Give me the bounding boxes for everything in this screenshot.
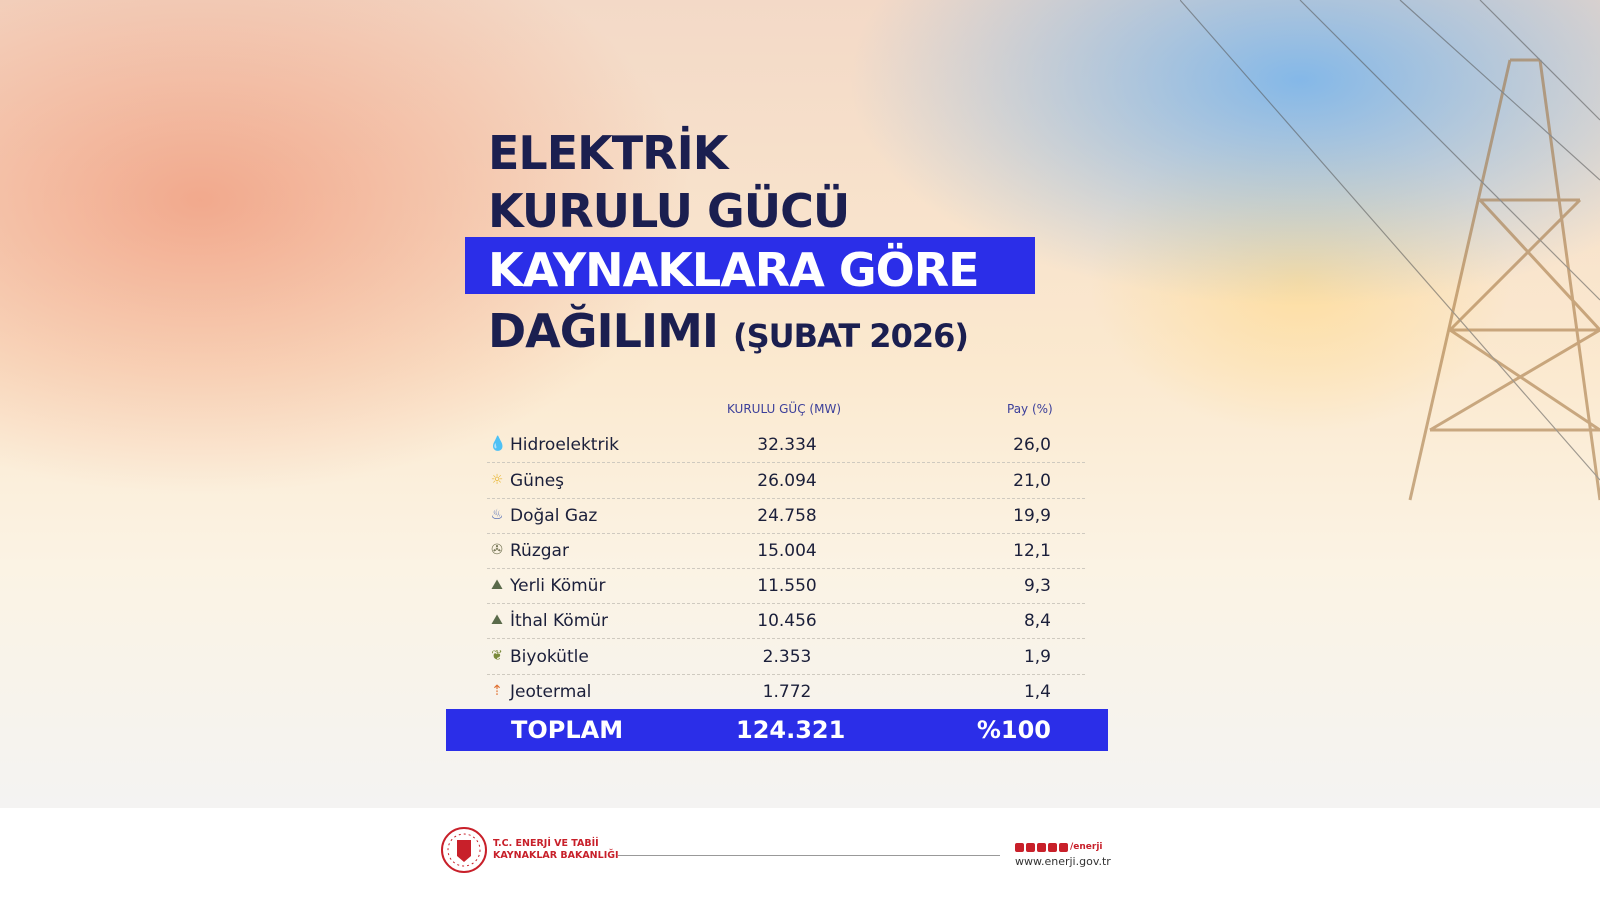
share-percent: 1,9: [1023, 647, 1051, 667]
installed-capacity: 10.456: [757, 611, 817, 631]
table-row: ⇡ Jeotermal 1.772 1,4: [487, 674, 1085, 710]
facebook-icon[interactable]: [1026, 842, 1035, 852]
installed-capacity: 26.094: [757, 471, 817, 491]
header-mw: KURULU GÜÇ (MW): [727, 402, 841, 416]
source-name: Rüzgar: [510, 541, 569, 561]
share-percent: 9,3: [1023, 576, 1051, 596]
footer: T.C. ENERJİ VE TABİİ KAYNAKLAR BAKANLIĞI…: [0, 808, 1600, 900]
source-name: Hidroelektrik: [510, 435, 620, 455]
social-links: /enerji: [1015, 842, 1103, 852]
share-percent: 21,0: [1013, 471, 1051, 491]
website-link[interactable]: www.enerji.gov.tr: [1015, 855, 1111, 868]
table-row: ☼ Güneş 26.094 21,0: [487, 463, 1085, 499]
ministry-name-1: T.C. ENERJİ VE TABİİ: [493, 838, 599, 849]
title-line-4-text: DAĞILIMI: [488, 304, 719, 358]
installed-capacity: 24.758: [757, 506, 817, 526]
table-row: ✇ Rüzgar 15.004 12,1: [487, 533, 1085, 569]
title-line-1: ELEKTRİK: [488, 126, 728, 180]
share-percent: 12,1: [1013, 541, 1051, 561]
wind-turbine-icon: ✇: [491, 542, 503, 558]
source-name: Jeotermal: [510, 682, 592, 702]
divider: [618, 855, 1000, 856]
title-line-4: DAĞILIMI (ŞUBAT 2026): [488, 308, 969, 355]
total-share: %100: [976, 716, 1051, 744]
table-row: ⛰ İthal Kömür 10.456 8,4: [487, 603, 1085, 639]
period: (ŞUBAT 2026): [733, 317, 969, 355]
source-name: Doğal Gaz: [510, 506, 598, 526]
installed-capacity: 1.772: [762, 682, 812, 702]
geothermal-icon: ⇡: [491, 683, 503, 699]
instagram-icon[interactable]: [1015, 842, 1024, 852]
title-highlight: KAYNAKLARA GÖRE: [465, 237, 1035, 297]
title-line-2: KURULU GÜCÜ: [488, 184, 850, 238]
total-label: TOPLAM: [511, 716, 624, 744]
ministry-name-2: KAYNAKLAR BAKANLIĞI: [493, 850, 619, 861]
share-percent: 26,0: [1013, 435, 1051, 455]
installed-capacity: 2.353: [762, 647, 812, 667]
water-drop-icon: 💧: [489, 436, 507, 452]
table-row: ♨ Doğal Gaz 24.758 19,9: [487, 498, 1085, 534]
sun-icon: ☼: [490, 472, 504, 488]
installed-capacity: 32.334: [757, 435, 817, 455]
biomass-icon: ❦: [491, 648, 503, 664]
ministry-logo: [441, 827, 487, 873]
source-name: İthal Kömür: [510, 611, 609, 631]
source-name: Güneş: [510, 471, 565, 491]
coal-icon: ⛰: [491, 612, 503, 628]
source-name: Biyokütle: [510, 647, 589, 667]
share-percent: 19,9: [1013, 506, 1051, 526]
linkedin-icon[interactable]: [1059, 842, 1068, 852]
gas-flame-icon: ♨: [490, 507, 504, 523]
title-line-3: KAYNAKLARA GÖRE: [488, 243, 980, 297]
youtube-icon[interactable]: [1048, 842, 1057, 852]
x-icon[interactable]: [1037, 842, 1046, 852]
installed-capacity: 15.004: [757, 541, 817, 561]
share-percent: 8,4: [1023, 611, 1051, 631]
table-row: ❦ Biyokütle 2.353 1,9: [487, 639, 1085, 675]
share-percent: 1,4: [1023, 682, 1051, 702]
source-name: Yerli Kömür: [510, 576, 606, 596]
total-row: TOPLAM 124.321 %100: [446, 709, 1108, 751]
total-mw: 124.321: [736, 716, 846, 744]
social-handle: /enerji: [1070, 842, 1103, 852]
background-image: [0, 0, 1600, 808]
table-row: 💧 Hidroelektrik 32.334 26,0: [487, 427, 1085, 463]
coal-icon: ⛰: [491, 577, 503, 593]
power-tower-illustration: [1180, 0, 1600, 501]
table-row: ⛰ Yerli Kömür 11.550 9,3: [487, 568, 1085, 604]
installed-capacity: 11.550: [757, 576, 817, 596]
header-share: Pay (%): [1007, 402, 1053, 416]
